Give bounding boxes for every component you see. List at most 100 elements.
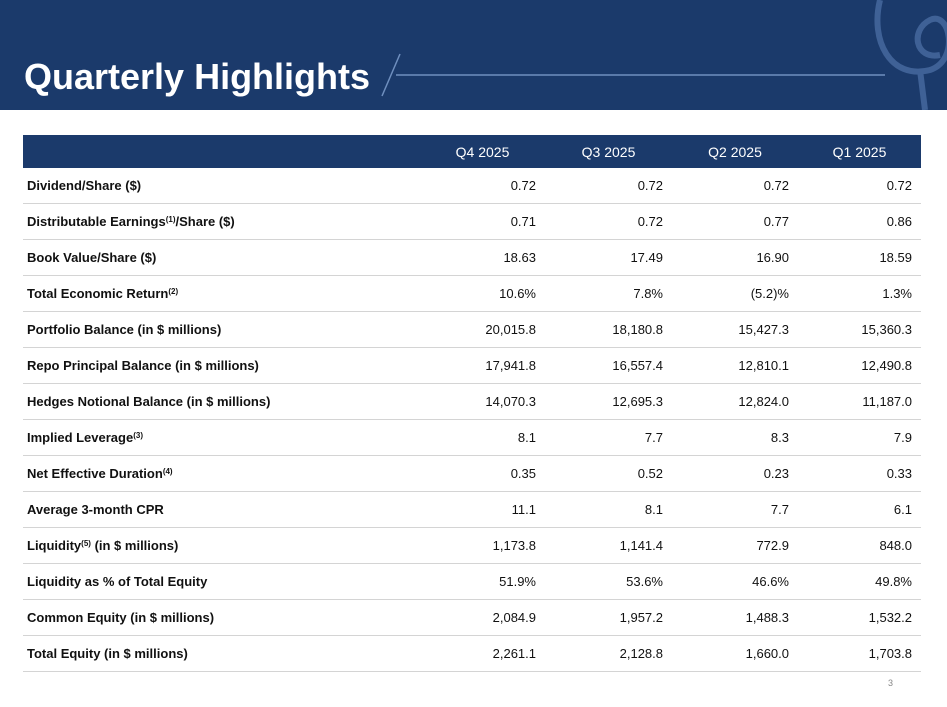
value-cell: 0.72: [545, 168, 672, 204]
table-row: Implied Leverage(3) 8.1 7.7 8.3 7.9: [23, 419, 921, 456]
column-header: Q4 2025: [420, 135, 545, 168]
value-cell: 772.9: [672, 527, 798, 564]
column-header: Q2 2025: [672, 135, 798, 168]
table-row: Total Economic Return(2) 10.6% 7.8% (5.2)% 1…: [23, 275, 921, 312]
row-label: Implied Leverage(3): [23, 419, 420, 456]
row-label: Portfolio Balance (in $ millions): [23, 311, 420, 348]
value-cell: 53.6%: [545, 563, 672, 600]
footnote-ref: (5): [81, 539, 91, 548]
value-cell: 2,128.8: [545, 635, 672, 672]
value-cell: (5.2)%: [672, 275, 798, 312]
page-number: 3: [888, 678, 894, 688]
value-cell: 16,557.4: [545, 347, 672, 384]
table-row: Hedges Notional Balance (in $ millions) 1…: [23, 383, 921, 420]
value-cell: 11.1: [420, 491, 545, 528]
value-cell: 8.3: [672, 419, 798, 456]
slide-title: Quarterly Highlights: [24, 56, 371, 97]
label-text: Liquidity: [27, 538, 82, 553]
label-text: (in $ millions): [90, 538, 179, 553]
value-cell: 17.49: [545, 239, 672, 276]
value-cell: 12,824.0: [672, 383, 798, 420]
footnote-ref: (2): [168, 287, 179, 296]
table-row: Book Value/Share ($) 18.63 17.49 16.90 18.59: [23, 239, 921, 276]
row-label: Repo Principal Balance (in $ millions): [23, 347, 420, 384]
table-row: Repo Principal Balance (in $ millions) 17…: [23, 347, 921, 384]
label-text: Implied Leverage: [27, 430, 134, 445]
value-cell: 0.23: [672, 455, 798, 492]
value-cell: 1,957.2: [545, 599, 672, 636]
value-cell: 17,941.8: [420, 347, 545, 384]
value-cell: 1.3%: [798, 275, 921, 312]
value-cell: 49.8%: [798, 563, 921, 600]
table-row: Liquidity as % of Total Equity 51.9% 53.6%…: [23, 563, 921, 600]
value-cell: 0.77: [672, 203, 798, 240]
value-cell: 20,015.8: [420, 311, 545, 348]
value-cell: 0.72: [798, 168, 921, 204]
value-cell: 14,070.3: [420, 383, 545, 420]
value-cell: 16.90: [672, 239, 798, 276]
label-text: Total Equity (in $ millions): [27, 646, 188, 661]
value-cell: 18.59: [798, 239, 921, 276]
value-cell: 0.33: [798, 455, 921, 492]
value-cell: 2,084.9: [420, 599, 545, 636]
value-cell: 0.86: [798, 203, 921, 240]
label-text: Net Effective Duration: [27, 466, 163, 481]
label-text: Portfolio Balance (in $ millions): [27, 322, 222, 337]
table-row: Dividend/Share ($) 0.72 0.72 0.72 0.72: [23, 168, 921, 204]
label-text: Distributable Earnings: [27, 214, 166, 229]
table-row: Common Equity (in $ millions) 2,084.9 1,95…: [23, 599, 921, 636]
value-cell: 7.7: [672, 491, 798, 528]
column-header: Q3 2025: [545, 135, 672, 168]
row-label: Hedges Notional Balance (in $ millions): [23, 383, 420, 420]
value-cell: 8.1: [545, 491, 672, 528]
table-row: Distributable Earnings(1)/Share ($) 0.71 0…: [23, 203, 921, 240]
label-text: Common Equity (in $ millions): [27, 610, 215, 625]
value-cell: 8.1: [420, 419, 545, 456]
label-text: Liquidity as % of Total Equity: [27, 574, 208, 589]
footnote-ref: (4): [162, 467, 173, 476]
label-text: /Share ($): [175, 214, 235, 229]
value-cell: 1,660.0: [672, 635, 798, 672]
value-cell: 51.9%: [420, 563, 545, 600]
header-band: [0, 0, 947, 110]
row-label: Dividend/Share ($): [23, 168, 420, 204]
value-cell: 18,180.8: [545, 311, 672, 348]
table-row: Portfolio Balance (in $ millions) 20,015.…: [23, 311, 921, 348]
value-cell: 0.72: [672, 168, 798, 204]
row-label: Distributable Earnings(1)/Share ($): [23, 203, 420, 240]
row-label: Book Value/Share ($): [23, 239, 420, 276]
table-row: Total Equity (in $ millions) 2,261.1 2,128…: [23, 635, 921, 672]
footnote-ref: (1): [165, 215, 176, 224]
label-text: Average 3-month CPR: [27, 502, 164, 517]
table-row: Net Effective Duration(4) 0.35 0.52 0.23 0.3…: [23, 455, 921, 492]
row-label: Liquidity(5) (in $ millions): [23, 527, 420, 564]
value-cell: 1,141.4: [545, 527, 672, 564]
value-cell: 7.8%: [545, 275, 672, 312]
value-cell: 6.1: [798, 491, 921, 528]
value-cell: 15,427.3: [672, 311, 798, 348]
value-cell: 0.72: [420, 168, 545, 204]
value-cell: 15,360.3: [798, 311, 921, 348]
value-cell: 12,810.1: [672, 347, 798, 384]
value-cell: 0.52: [545, 455, 672, 492]
label-text: Repo Principal Balance (in $ millions): [27, 358, 259, 373]
value-cell: 1,173.8: [420, 527, 545, 564]
table-row: Average 3-month CPR 11.1 8.1 7.7 6.1: [23, 491, 921, 528]
label-text: Dividend/Share ($): [27, 178, 142, 193]
value-cell: 1,703.8: [798, 635, 921, 672]
value-cell: 10.6%: [420, 275, 545, 312]
value-cell: 12,490.8: [798, 347, 921, 384]
row-label: Average 3-month CPR: [23, 491, 420, 528]
value-cell: 12,695.3: [545, 383, 672, 420]
highlights-table: Q4 2025 Q3 2025 Q2 2025 Q1 2025 Dividend/Sh…: [23, 135, 921, 672]
value-cell: 46.6%: [672, 563, 798, 600]
row-label: Total Economic Return(2): [23, 275, 420, 312]
column-header: Q1 2025: [798, 135, 921, 168]
row-label: Liquidity as % of Total Equity: [23, 563, 420, 600]
value-cell: 11,187.0: [798, 383, 921, 420]
row-label: Total Equity (in $ millions): [23, 635, 420, 672]
value-cell: 7.7: [545, 419, 672, 456]
value-cell: 848.0: [798, 527, 921, 564]
value-cell: 2,261.1: [420, 635, 545, 672]
